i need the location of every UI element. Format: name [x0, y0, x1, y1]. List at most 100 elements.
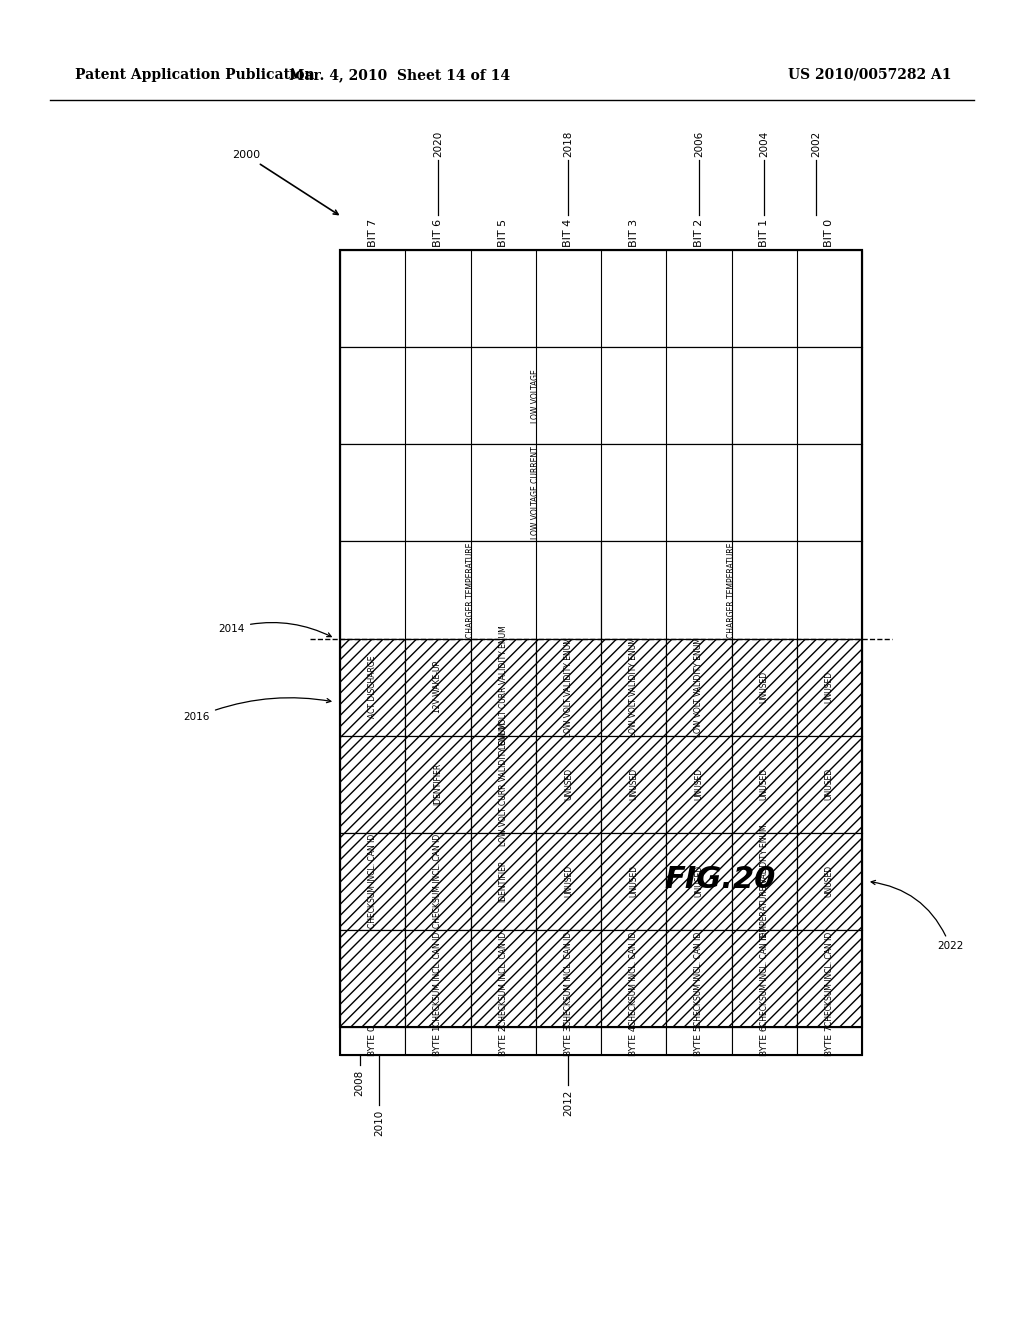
Bar — [667, 1027, 731, 1055]
Bar — [340, 929, 406, 1027]
Text: LOW VOLTAGE CURRENT: LOW VOLTAGE CURRENT — [531, 446, 541, 539]
Text: LOW VOLT VALIDITY ENUM: LOW VOLT VALIDITY ENUM — [564, 638, 572, 737]
Bar — [536, 1027, 601, 1055]
Bar — [601, 833, 667, 929]
Text: CHECKSUM INCL. CAN ID: CHECKSUM INCL. CAN ID — [760, 932, 769, 1026]
Text: BYTE 7: BYTE 7 — [825, 1026, 834, 1056]
Text: UNUSED: UNUSED — [825, 768, 834, 800]
Bar — [731, 929, 797, 1027]
Bar — [340, 1027, 406, 1055]
Text: IDENTIFIER: IDENTIFIER — [433, 763, 442, 805]
Bar — [340, 249, 862, 1055]
Text: LOW VOLT VALIDITY ENUM: LOW VOLT VALIDITY ENUM — [629, 638, 638, 737]
Text: UNUSED: UNUSED — [760, 671, 769, 704]
Text: BYTE 3: BYTE 3 — [564, 1026, 572, 1056]
Text: CHECKSUM INCL. CAN ID: CHECKSUM INCL. CAN ID — [629, 932, 638, 1026]
Text: BIT 1: BIT 1 — [759, 219, 769, 247]
Bar — [536, 639, 601, 735]
Bar — [601, 929, 667, 1027]
Text: UNUSED: UNUSED — [629, 768, 638, 800]
Bar — [667, 735, 731, 833]
Text: 2000: 2000 — [231, 150, 338, 214]
Text: CHECKSUM INCL. CAN ID: CHECKSUM INCL. CAN ID — [368, 834, 377, 928]
Text: UNUSED: UNUSED — [694, 865, 703, 898]
Text: UNUSED: UNUSED — [629, 865, 638, 898]
Text: UNUSED: UNUSED — [760, 768, 769, 800]
Bar — [340, 541, 601, 639]
Text: ACT DISCHARGE: ACT DISCHARGE — [368, 656, 377, 718]
Bar — [406, 833, 470, 929]
Text: BYTE 2: BYTE 2 — [499, 1026, 508, 1056]
Bar — [797, 1027, 862, 1055]
Bar — [731, 347, 862, 445]
Text: BIT 4: BIT 4 — [563, 219, 573, 247]
Text: BIT 5: BIT 5 — [498, 219, 508, 247]
Bar — [470, 1027, 536, 1055]
Bar — [601, 639, 667, 735]
Bar — [340, 249, 862, 347]
Text: 2004: 2004 — [759, 131, 769, 157]
Text: BYTE 4: BYTE 4 — [629, 1026, 638, 1056]
Text: 12V WAKE-UP: 12V WAKE-UP — [433, 661, 442, 713]
Bar — [406, 735, 470, 833]
Bar — [667, 833, 731, 929]
Text: UNUSED: UNUSED — [694, 768, 703, 800]
Bar — [667, 929, 731, 1027]
Text: UNUSED: UNUSED — [564, 768, 572, 800]
Bar — [731, 833, 797, 929]
Bar — [601, 541, 862, 639]
Text: 2016: 2016 — [183, 698, 331, 722]
Bar — [731, 639, 797, 735]
Text: BIT 3: BIT 3 — [629, 219, 639, 247]
Text: CHARGER TEMPERATURE: CHARGER TEMPERATURE — [727, 543, 736, 638]
Bar — [797, 929, 862, 1027]
Text: IDENTIFIER: IDENTIFIER — [499, 861, 508, 903]
Bar — [470, 735, 536, 833]
Text: CHECKSUM INCL. CAN ID: CHECKSUM INCL. CAN ID — [433, 932, 442, 1026]
Text: UNUSED: UNUSED — [825, 865, 834, 898]
Bar — [340, 249, 862, 1027]
Text: BIT 0: BIT 0 — [824, 219, 835, 247]
Bar — [470, 929, 536, 1027]
Text: 2002: 2002 — [811, 131, 821, 157]
Bar — [731, 445, 862, 541]
Text: CHECKSUM INCL. CAN ID: CHECKSUM INCL. CAN ID — [564, 932, 572, 1026]
Bar — [340, 347, 731, 445]
Text: 2014: 2014 — [219, 623, 332, 636]
Text: CHECKSUM INCL. CAN ID: CHECKSUM INCL. CAN ID — [825, 932, 834, 1026]
Text: BIT 6: BIT 6 — [433, 219, 442, 247]
Bar — [667, 639, 731, 735]
Bar — [601, 735, 667, 833]
Text: BIT 2: BIT 2 — [694, 219, 703, 247]
Bar — [797, 639, 862, 735]
Bar — [536, 833, 601, 929]
Text: 2008: 2008 — [354, 1071, 365, 1096]
Text: BYTE 1: BYTE 1 — [433, 1026, 442, 1056]
Text: 2012: 2012 — [563, 1090, 573, 1117]
Text: BYTE 0: BYTE 0 — [368, 1026, 377, 1056]
Text: US 2010/0057282 A1: US 2010/0057282 A1 — [788, 69, 951, 82]
Bar — [340, 445, 731, 541]
Text: Mar. 4, 2010  Sheet 14 of 14: Mar. 4, 2010 Sheet 14 of 14 — [290, 69, 511, 82]
Bar — [797, 833, 862, 929]
Bar — [406, 929, 470, 1027]
Text: CHARGER TEMPERATURE: CHARGER TEMPERATURE — [466, 543, 475, 638]
Text: LOW VOLT CURR VALIDITY ENUM: LOW VOLT CURR VALIDITY ENUM — [499, 626, 508, 748]
Text: BIT 7: BIT 7 — [368, 219, 378, 247]
Text: 2010: 2010 — [374, 1110, 384, 1137]
Bar — [406, 1027, 470, 1055]
Text: CHECKSUM INCL. CAN ID: CHECKSUM INCL. CAN ID — [433, 834, 442, 928]
Text: LOW VOLT VALIDITY ENUM: LOW VOLT VALIDITY ENUM — [694, 638, 703, 737]
Text: CHECKSUM INCL. CAN ID: CHECKSUM INCL. CAN ID — [499, 932, 508, 1026]
Text: UNUSED: UNUSED — [564, 865, 572, 898]
Bar — [340, 735, 406, 833]
Bar — [406, 639, 470, 735]
Bar — [731, 1027, 797, 1055]
Bar — [731, 735, 797, 833]
Text: LOW VOLT CURR VALIDITY ENUM: LOW VOLT CURR VALIDITY ENUM — [499, 722, 508, 846]
Bar — [340, 639, 406, 735]
Text: LOW VOLTAGE: LOW VOLTAGE — [531, 368, 541, 422]
Bar — [601, 1027, 667, 1055]
Text: 2022: 2022 — [871, 880, 964, 952]
Text: Patent Application Publication: Patent Application Publication — [75, 69, 314, 82]
